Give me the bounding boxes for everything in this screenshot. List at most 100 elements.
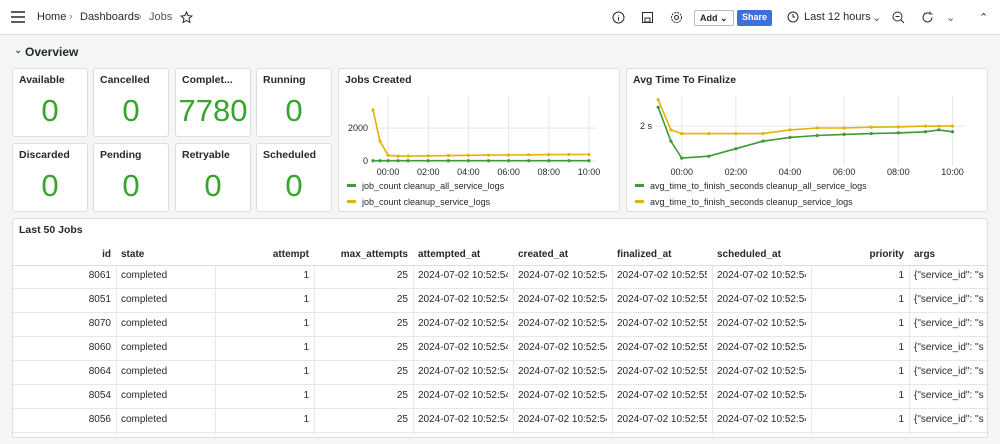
data-point [507,159,511,163]
refresh-icon[interactable] [921,11,934,24]
data-point [396,159,400,163]
breadcrumb-dashboards[interactable]: Dashboards [80,11,140,23]
data-point [466,153,471,157]
data-point [446,154,450,158]
stat-value: 0 [41,168,59,203]
table-cell: 2024-07-02 10:52:54 [418,414,508,425]
table-cell: 2024-07-02 10:52:55 [617,390,707,401]
table-cell: completed [121,294,168,305]
column-divider [314,265,315,435]
table-cell: completed [121,342,168,353]
table-cell: 1 [898,270,904,281]
x-tick-label: 04:00 [457,167,480,177]
chart: 0 2000 00:00 02:00 04:00 06:00 08:00 10:00 job_c… [347,96,601,207]
x-tick-label: 00:00 [377,167,400,177]
column-header: scheduled_at [717,249,781,260]
stat-value: 0 [122,168,140,203]
table-cell: 2024-07-02 10:52:55 [617,318,707,329]
data-point [406,154,410,158]
add-label[interactable]: Add [700,13,718,23]
y-tick-label: 0 [363,156,368,166]
data-point [386,153,390,157]
data-point [486,159,491,163]
data-point [896,125,900,129]
column-divider [612,265,613,435]
data-point [426,154,430,158]
x-tick-label: 10:00 [578,167,601,177]
table-cell: 2024-07-02 10:52:54 [518,270,607,281]
zoom-out-icon[interactable] [892,11,905,24]
table-cell: 25 [396,318,408,329]
stat-panel: Scheduled 0 [256,143,332,212]
data-point [937,128,941,132]
stat-value: 0 [41,93,59,128]
table-cell: 1 [898,318,904,329]
table-cell: 8054 [88,390,111,401]
table-cell: completed [121,366,168,377]
data-point [378,139,382,143]
info-icon[interactable] [612,11,625,24]
settings-icon[interactable] [670,11,683,24]
data-point [842,132,846,136]
column-divider [513,265,514,435]
table-cell: 8051 [88,294,111,305]
data-point [547,153,551,157]
stat-panel: Pending 0 [93,143,169,212]
column-divider [811,265,812,435]
data-point [466,159,471,163]
table-cell: 2024-07-02 10:52:54 [418,342,508,353]
column-header: max_attempts [340,249,408,260]
data-point [869,125,873,129]
x-tick-label: 02:00 [417,167,440,177]
data-point [396,154,400,158]
table-title: Last 50 Jobs [19,224,83,236]
table-cell: 2024-07-02 10:52:54 [518,342,607,353]
stat-title: Pending [100,149,142,161]
save-icon[interactable] [641,11,654,24]
chart: 2 s 00:00 02:00 04:00 06:00 08:00 10:00 avg_tim… [635,96,966,207]
stat-panel: Discarded 0 [12,143,88,212]
table-cell: 25 [396,342,408,353]
data-point [842,126,846,130]
table-cell: 2024-07-02 10:52:54 [418,366,508,377]
column-header: state [121,249,145,260]
x-tick-label: 06:00 [497,167,520,177]
stat-title: Discarded [19,149,70,161]
column-header: priority [869,249,904,260]
menu-icon[interactable] [11,11,25,23]
table-cell: 2024-07-02 10:52:54 [518,414,607,425]
data-point [656,98,660,102]
data-point [788,135,792,139]
data-point [734,132,738,136]
add-button[interactable]: Add ⌄ [694,10,734,26]
data-point [507,153,511,157]
clock-icon [787,11,799,23]
x-tick-label: 00:00 [670,167,693,177]
header-divider [13,265,987,266]
data-point [950,124,955,128]
series-line [657,99,953,135]
table-cell: 8064 [88,366,111,377]
time-range-picker[interactable]: Last 12 hours [804,11,871,23]
breadcrumb-home[interactable]: Home [37,11,67,23]
data-point [761,139,765,143]
column-header: finalized_at [617,249,672,260]
stat-panel: Cancelled 0 [93,68,169,137]
legend-swatch [347,184,356,187]
star-icon[interactable] [180,11,193,24]
row-divider [13,312,987,313]
data-point [788,128,792,132]
table-cell: 1 [303,414,309,425]
row-title[interactable]: Overview [25,45,79,59]
table-cell: 1 [303,366,309,377]
column-divider [712,265,713,435]
share-button[interactable]: Share [737,10,773,26]
stat-panel: Running 0 [256,68,332,137]
data-point [378,159,382,163]
x-tick-label: 02:00 [725,167,748,177]
table-cell: 25 [396,270,408,281]
table-cell: 2024-07-02 10:52:54 [418,390,508,401]
table-panel: Last 50 Jobs id state attempt max_attempts a… [12,218,988,438]
data-point [587,152,591,157]
legend-label: avg_time_to_finish_seconds cleanup_all_s… [650,181,867,191]
